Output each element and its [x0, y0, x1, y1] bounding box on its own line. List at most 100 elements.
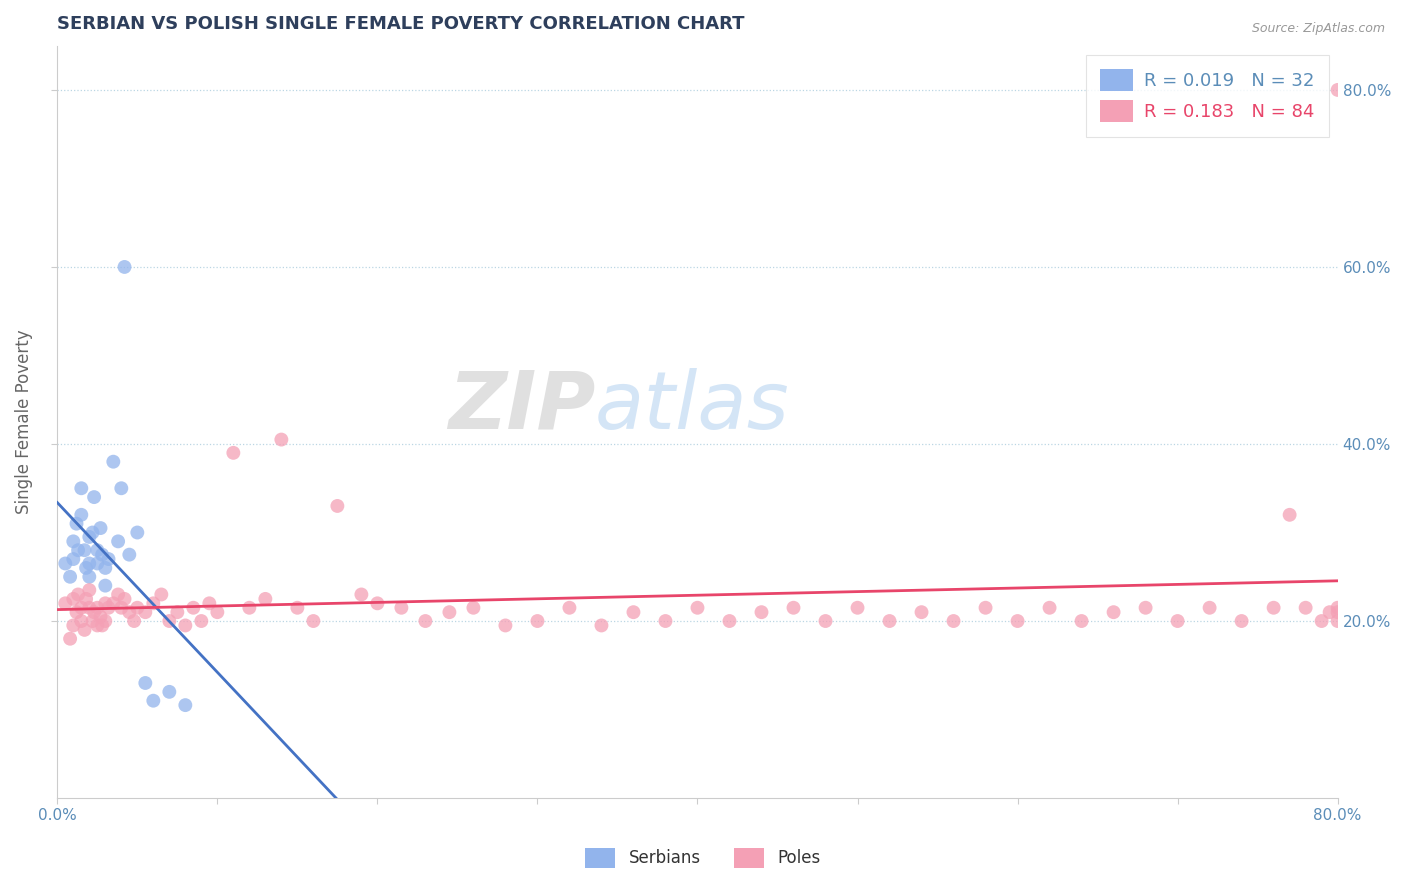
Y-axis label: Single Female Poverty: Single Female Poverty: [15, 329, 32, 514]
Point: [1310, 614, 1333, 628]
Point: [67, 587, 90, 601]
Point: [110, 481, 132, 495]
Point: [222, 446, 245, 460]
Legend: R = 0.019   N = 32, R = 0.183   N = 84: R = 0.019 N = 32, R = 0.183 N = 84: [1085, 54, 1329, 136]
Point: [285, 600, 308, 615]
Point: [463, 600, 485, 615]
Point: [65, 516, 87, 531]
Point: [415, 614, 437, 628]
Point: [97, 600, 120, 615]
Point: [1198, 600, 1220, 615]
Point: [89, 521, 111, 535]
Point: [53, 596, 76, 610]
Point: [75, 561, 97, 575]
Point: [107, 534, 129, 549]
Point: [1070, 614, 1092, 628]
Point: [198, 596, 221, 610]
Point: [1167, 614, 1189, 628]
Point: [134, 605, 156, 619]
Point: [238, 600, 260, 615]
Point: [270, 433, 292, 447]
Point: [183, 600, 205, 615]
Point: [110, 600, 132, 615]
Point: [389, 600, 412, 615]
Point: [782, 600, 804, 615]
Point: [79, 570, 101, 584]
Point: [94, 579, 117, 593]
Point: [974, 600, 997, 615]
Point: [83, 490, 105, 504]
Point: [65, 605, 87, 619]
Point: [591, 618, 613, 632]
Point: [174, 618, 197, 632]
Point: [62, 552, 84, 566]
Point: [174, 698, 197, 712]
Text: Source: ZipAtlas.com: Source: ZipAtlas.com: [1251, 22, 1385, 36]
Point: [1230, 614, 1253, 628]
Point: [1038, 600, 1060, 615]
Point: [75, 591, 97, 606]
Point: [190, 614, 212, 628]
Point: [86, 543, 108, 558]
Point: [1326, 605, 1348, 619]
Point: [166, 605, 188, 619]
Point: [107, 587, 129, 601]
Point: [62, 534, 84, 549]
Point: [70, 508, 93, 522]
Point: [157, 614, 180, 628]
Point: [1326, 600, 1348, 615]
Point: [254, 591, 277, 606]
Point: [846, 600, 869, 615]
Point: [142, 596, 165, 610]
Point: [59, 632, 82, 646]
Point: [623, 605, 645, 619]
Point: [118, 605, 141, 619]
Point: [91, 618, 114, 632]
Point: [686, 600, 709, 615]
Point: [114, 591, 136, 606]
Point: [82, 614, 104, 628]
Point: [53, 557, 76, 571]
Point: [526, 614, 548, 628]
Point: [142, 694, 165, 708]
Text: SERBIAN VS POLISH SINGLE FEMALE POVERTY CORRELATION CHART: SERBIAN VS POLISH SINGLE FEMALE POVERTY …: [58, 15, 745, 33]
Point: [118, 548, 141, 562]
Point: [751, 605, 773, 619]
Point: [67, 543, 90, 558]
Point: [1326, 614, 1348, 628]
Point: [83, 605, 105, 619]
Point: [1135, 600, 1157, 615]
Text: atlas: atlas: [595, 368, 790, 446]
Point: [70, 614, 93, 628]
Point: [1326, 83, 1348, 97]
Point: [654, 614, 676, 628]
Point: [79, 582, 101, 597]
Point: [70, 600, 93, 615]
Point: [114, 260, 136, 274]
Point: [879, 614, 901, 628]
Point: [97, 552, 120, 566]
Point: [94, 614, 117, 628]
Point: [1295, 600, 1317, 615]
Point: [127, 525, 149, 540]
Point: [1278, 508, 1301, 522]
Point: [942, 614, 965, 628]
Point: [207, 605, 229, 619]
Point: [79, 530, 101, 544]
Point: [814, 614, 837, 628]
Point: [89, 609, 111, 624]
Point: [73, 623, 96, 637]
Point: [350, 587, 373, 601]
Point: [134, 676, 156, 690]
Point: [86, 600, 108, 615]
Point: [127, 600, 149, 615]
Point: [150, 587, 173, 601]
Point: [73, 543, 96, 558]
Point: [494, 618, 516, 632]
Point: [1102, 605, 1125, 619]
Point: [59, 570, 82, 584]
Text: ZIP: ZIP: [447, 368, 595, 446]
Point: [103, 596, 125, 610]
Legend: Serbians, Poles: Serbians, Poles: [579, 841, 827, 875]
Point: [1007, 614, 1029, 628]
